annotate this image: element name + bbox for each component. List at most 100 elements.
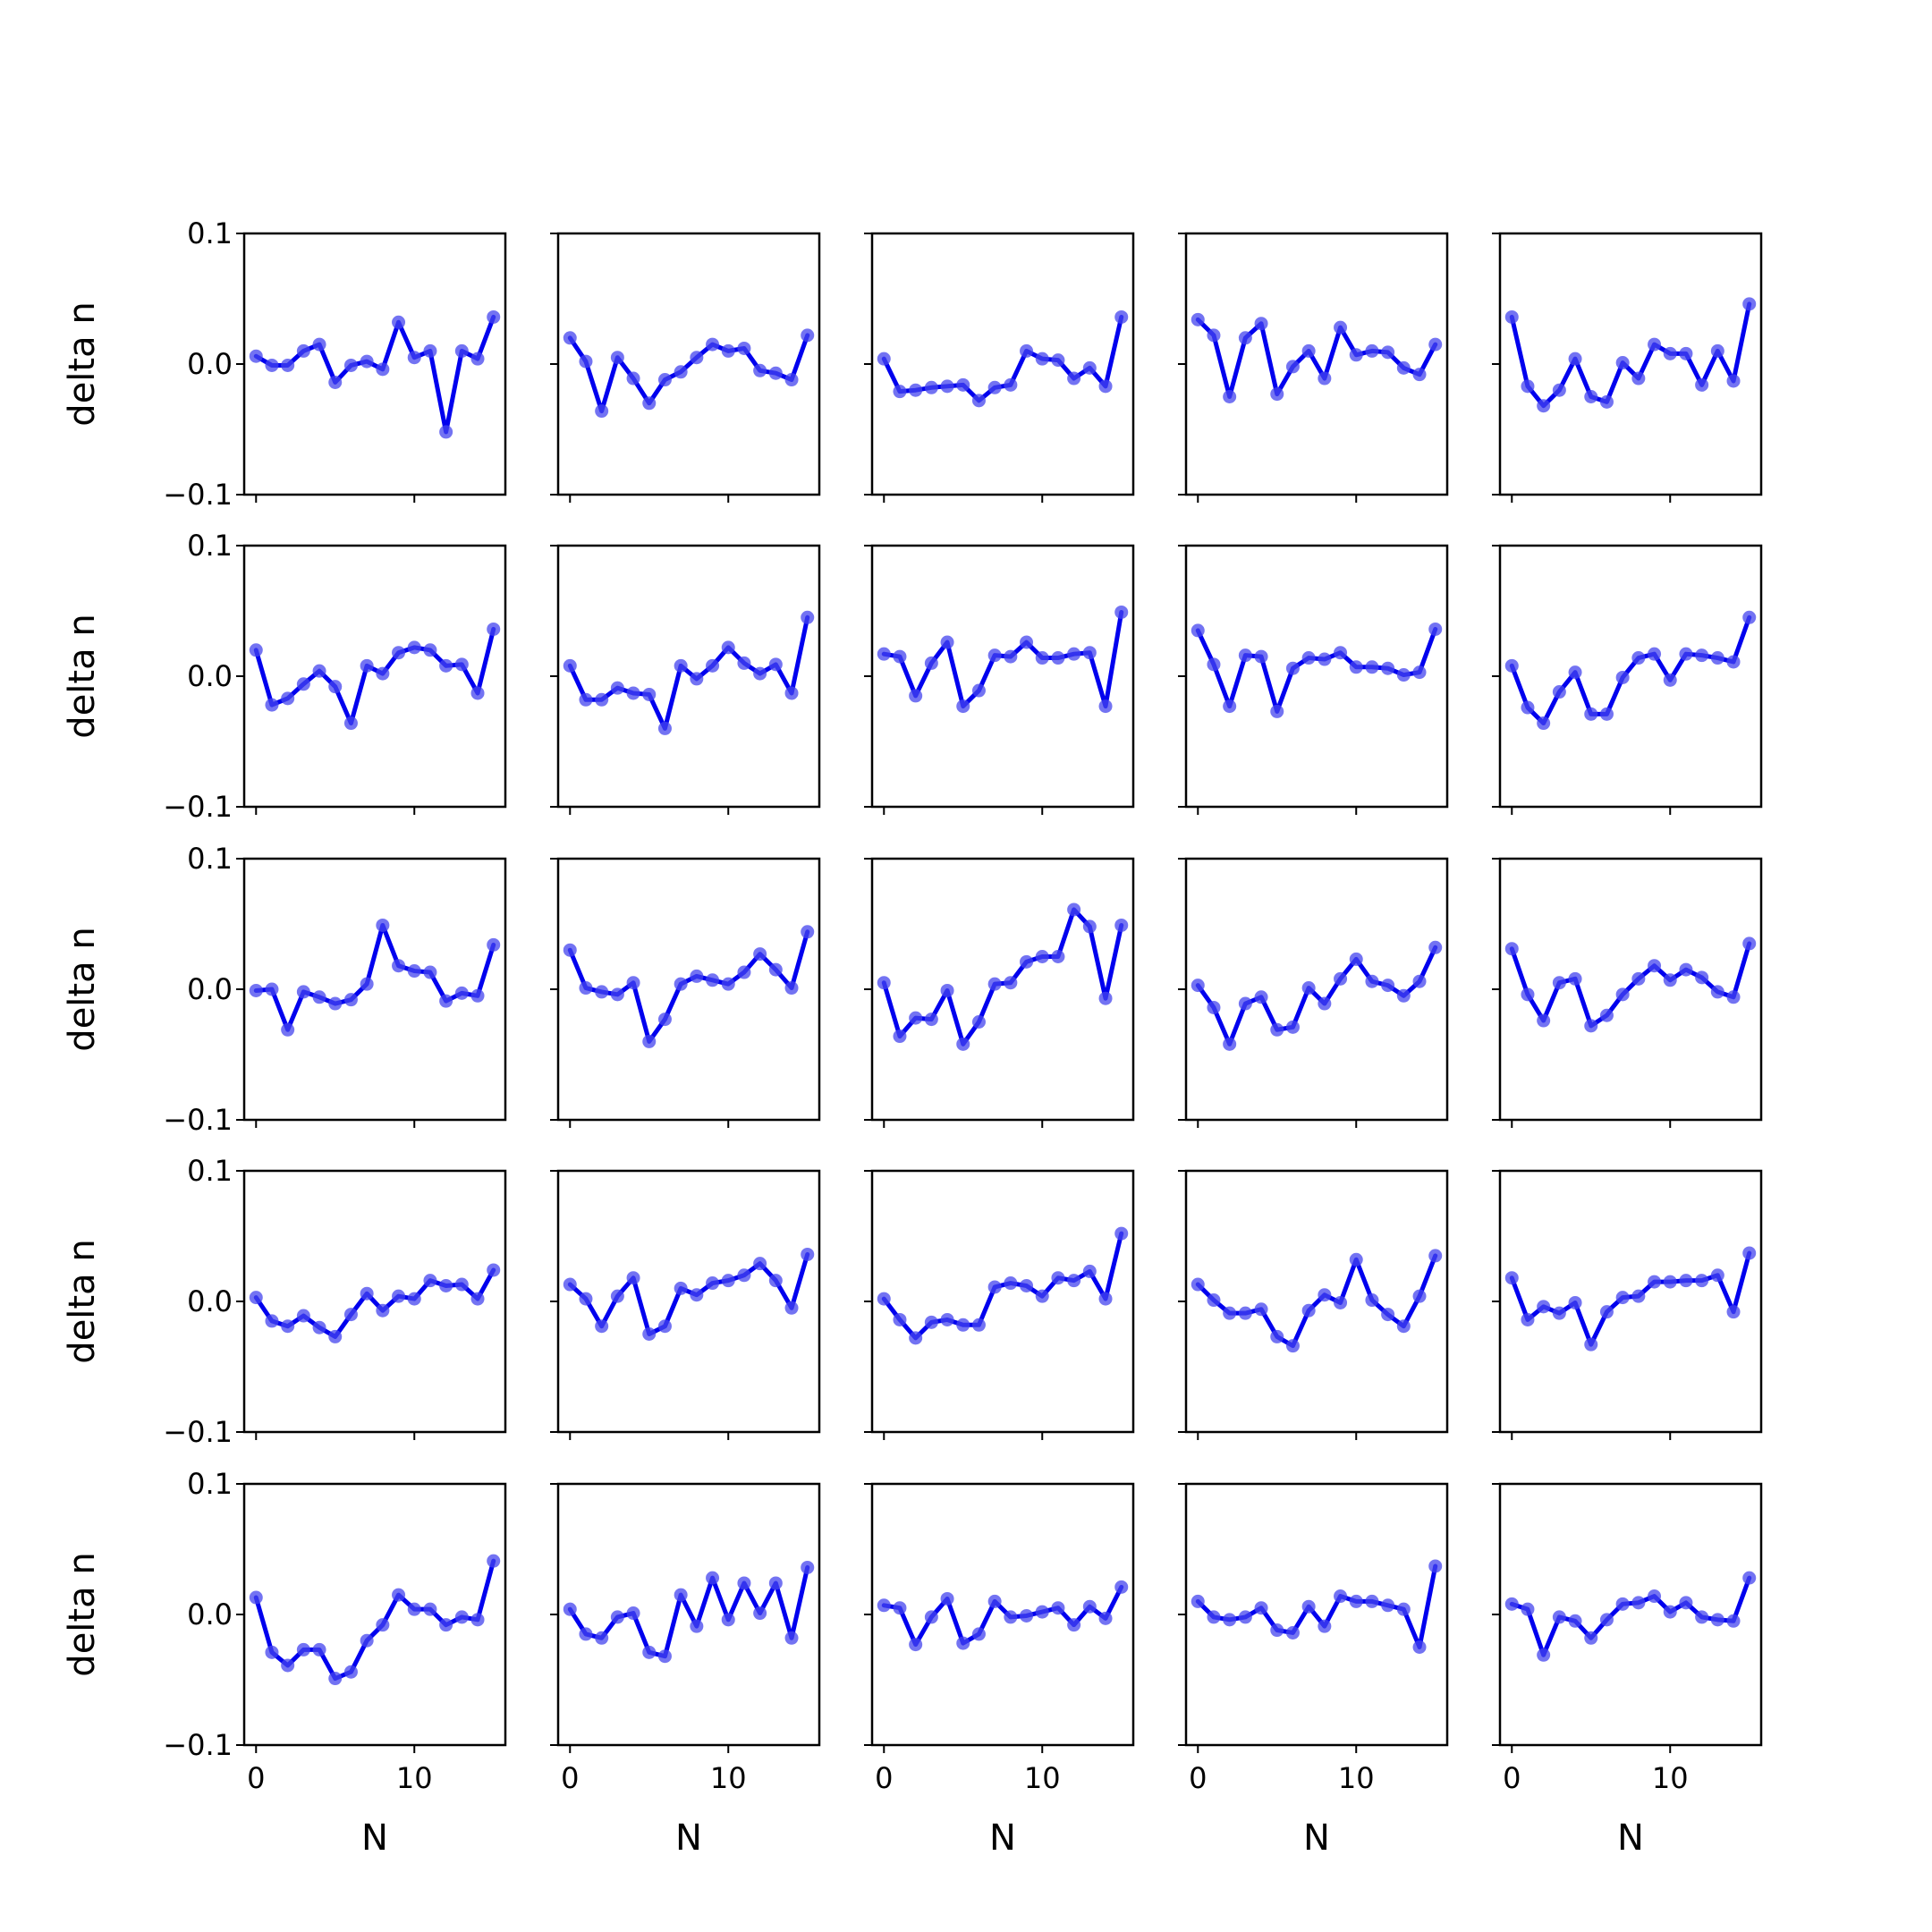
data-point <box>1695 970 1709 985</box>
data-point <box>1396 988 1411 1003</box>
data-point <box>1695 1274 1709 1288</box>
data-point <box>1568 1295 1582 1309</box>
data-point <box>470 352 485 366</box>
data-point <box>1381 1308 1395 1322</box>
subplot-1-2 <box>550 232 821 503</box>
data-point <box>1051 1271 1065 1285</box>
y-tick-label: 0.1 <box>187 216 233 250</box>
axes-frame <box>1498 1482 1763 1747</box>
data-point <box>1726 1305 1741 1319</box>
data-point <box>971 683 986 698</box>
data-point <box>1114 605 1129 619</box>
series-line <box>1195 317 1438 399</box>
data-point <box>674 1281 688 1295</box>
data-point <box>706 337 720 352</box>
data-point <box>940 635 954 649</box>
data-point <box>1504 1271 1519 1285</box>
data-point <box>1098 991 1113 1005</box>
data-point <box>1191 623 1205 638</box>
series-line <box>567 333 810 414</box>
data-point <box>376 362 390 377</box>
data-point <box>343 993 358 1007</box>
data-point <box>328 375 343 389</box>
data-point <box>1067 647 1081 661</box>
data-point <box>1584 1631 1598 1645</box>
axes-frame <box>870 1482 1135 1747</box>
data-point <box>1428 1249 1443 1263</box>
data-point <box>706 1571 720 1585</box>
data-point <box>1082 360 1097 375</box>
data-point <box>312 1320 326 1335</box>
data-point <box>1679 1274 1693 1288</box>
y-tick-label: −0.1 <box>163 1728 233 1762</box>
data-point <box>1114 1580 1129 1594</box>
x-tick-label: 0 <box>875 1761 893 1795</box>
data-point <box>784 1301 799 1315</box>
data-point <box>1020 1608 1034 1623</box>
series-line <box>881 907 1124 1046</box>
data-point <box>1695 377 1709 392</box>
data-point <box>1114 1226 1129 1241</box>
series-line <box>1195 945 1438 1046</box>
data-point <box>1663 1605 1677 1619</box>
x-tick-label: 0 <box>561 1761 579 1795</box>
data-point <box>1020 343 1034 358</box>
y-axis-label: delta n <box>62 927 103 1051</box>
data-point <box>360 354 374 369</box>
data-point <box>328 1672 343 1686</box>
data-point <box>1114 309 1129 324</box>
data-point <box>626 1271 640 1285</box>
y-tick-label: −0.1 <box>163 1103 233 1137</box>
data-point <box>940 1591 954 1606</box>
data-point <box>1631 651 1646 665</box>
data-point <box>249 983 263 997</box>
data-point <box>1254 1302 1268 1317</box>
data-point <box>971 394 986 408</box>
data-point <box>1695 648 1709 663</box>
axes-frame <box>556 232 821 496</box>
data-point <box>1631 1289 1646 1303</box>
data-point <box>249 1590 263 1605</box>
data-point <box>392 1289 406 1303</box>
data-point <box>721 977 735 991</box>
data-point <box>1710 1613 1724 1627</box>
data-point <box>1396 360 1411 375</box>
subplot-4-3 <box>864 1169 1135 1440</box>
data-point <box>1301 981 1316 996</box>
data-point <box>737 1576 751 1590</box>
data-point <box>1020 635 1034 649</box>
axes-frame <box>1184 232 1449 496</box>
data-point <box>987 1280 1002 1294</box>
series-line <box>881 1231 1124 1341</box>
data-point <box>737 1268 751 1283</box>
axes-frame <box>870 232 1135 496</box>
data-point <box>956 1318 970 1332</box>
data-point <box>956 1636 970 1650</box>
data-point <box>1238 648 1252 663</box>
data-point <box>1521 1312 1535 1326</box>
data-point <box>1349 1252 1363 1267</box>
data-point <box>768 1274 783 1288</box>
data-point <box>470 988 485 1003</box>
x-axis-label: N <box>1303 1818 1330 1859</box>
data-point <box>753 947 767 962</box>
data-point <box>423 343 437 358</box>
data-point <box>1004 649 1018 664</box>
data-point <box>1504 658 1519 673</box>
data-point <box>563 943 577 957</box>
data-point <box>737 341 751 355</box>
data-point <box>1270 704 1284 718</box>
data-point <box>1726 374 1741 388</box>
data-point <box>423 965 437 979</box>
data-point <box>768 1576 783 1590</box>
data-point <box>249 1291 263 1305</box>
data-point <box>360 977 374 991</box>
data-point <box>753 1257 767 1271</box>
data-point <box>296 1642 310 1657</box>
data-point <box>1334 320 1348 335</box>
y-tick-label: −0.1 <box>163 790 233 824</box>
data-point <box>1648 1275 1662 1289</box>
data-point <box>924 1610 938 1624</box>
data-point <box>1742 610 1757 624</box>
data-point <box>1082 1264 1097 1278</box>
